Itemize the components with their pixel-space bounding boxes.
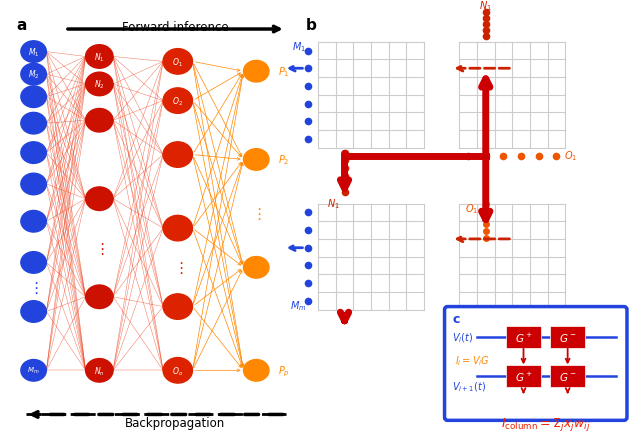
Text: $N_1$: $N_1$: [94, 51, 104, 64]
Text: a: a: [16, 18, 26, 33]
Text: $\vdots$: $\vdots$: [173, 260, 183, 276]
Text: $N_2$: $N_2$: [94, 78, 104, 91]
Ellipse shape: [86, 46, 113, 69]
Ellipse shape: [21, 211, 46, 233]
Ellipse shape: [86, 359, 113, 382]
Text: c: c: [452, 313, 460, 326]
Text: $P_2$: $P_2$: [278, 153, 289, 167]
Ellipse shape: [21, 64, 46, 86]
Text: $P_1$: $P_1$: [460, 322, 472, 336]
Ellipse shape: [243, 149, 269, 171]
Text: $O_1$: $O_1$: [172, 56, 183, 68]
Ellipse shape: [243, 360, 269, 381]
FancyBboxPatch shape: [506, 366, 541, 387]
Text: $O_1$: $O_1$: [465, 202, 478, 216]
Text: $M_2$: $M_2$: [28, 69, 39, 81]
FancyBboxPatch shape: [445, 307, 627, 420]
Ellipse shape: [163, 142, 193, 168]
Text: $G^+$: $G^+$: [515, 370, 532, 383]
Text: $O_2$: $O_2$: [172, 95, 183, 108]
Text: $G^-$: $G^-$: [559, 331, 577, 343]
Text: $M_m$: $M_m$: [28, 365, 40, 375]
Text: $I_{\mathrm{column}} = \Sigma_j x_j w_{ij}$: $I_{\mathrm{column}} = \Sigma_j x_j w_{i…: [500, 415, 591, 432]
Text: $M_1$: $M_1$: [28, 46, 39, 59]
Text: $N_1$: $N_1$: [326, 197, 340, 211]
Text: $V_i(t)$: $V_i(t)$: [452, 330, 474, 344]
Text: $G^-$: $G^-$: [559, 371, 577, 382]
Ellipse shape: [21, 42, 46, 63]
Text: $G^+$: $G^+$: [515, 331, 532, 344]
Ellipse shape: [21, 113, 46, 134]
Ellipse shape: [86, 109, 113, 133]
Ellipse shape: [21, 174, 46, 195]
Text: $M_1$: $M_1$: [292, 40, 307, 53]
Text: $P_p$: $P_p$: [278, 363, 290, 378]
Ellipse shape: [86, 73, 113, 96]
Ellipse shape: [86, 285, 113, 309]
Text: $\vdots$: $\vdots$: [251, 206, 261, 222]
Text: $\vdots$: $\vdots$: [28, 279, 39, 295]
Text: $P_1$: $P_1$: [278, 65, 289, 79]
Ellipse shape: [21, 142, 46, 164]
Text: $\vdots$: $\vdots$: [94, 240, 104, 256]
Ellipse shape: [243, 61, 269, 83]
FancyBboxPatch shape: [550, 366, 585, 387]
Text: $O_1$: $O_1$: [564, 149, 577, 163]
Ellipse shape: [163, 49, 193, 75]
Text: $N_1$: $N_1$: [479, 0, 492, 13]
Text: b: b: [305, 18, 316, 33]
Ellipse shape: [21, 360, 46, 381]
Ellipse shape: [21, 252, 46, 274]
Ellipse shape: [163, 294, 193, 320]
Text: Backpropagation: Backpropagation: [125, 416, 225, 429]
Text: $V_{i+1}(t)$: $V_{i+1}(t)$: [452, 379, 486, 393]
Ellipse shape: [21, 301, 46, 322]
Text: Forward inference: Forward inference: [122, 21, 228, 34]
Ellipse shape: [243, 257, 269, 279]
Text: $M_m$: $M_m$: [290, 299, 307, 313]
Ellipse shape: [21, 87, 46, 108]
Ellipse shape: [86, 187, 113, 211]
Text: $N_n$: $N_n$: [94, 364, 105, 377]
Ellipse shape: [163, 88, 193, 114]
Text: $O_o$: $O_o$: [172, 364, 183, 377]
FancyBboxPatch shape: [506, 326, 541, 348]
Ellipse shape: [163, 216, 193, 241]
Ellipse shape: [163, 358, 193, 383]
Text: $I_i = V_iG$: $I_i = V_iG$: [455, 354, 490, 367]
FancyBboxPatch shape: [550, 326, 585, 348]
